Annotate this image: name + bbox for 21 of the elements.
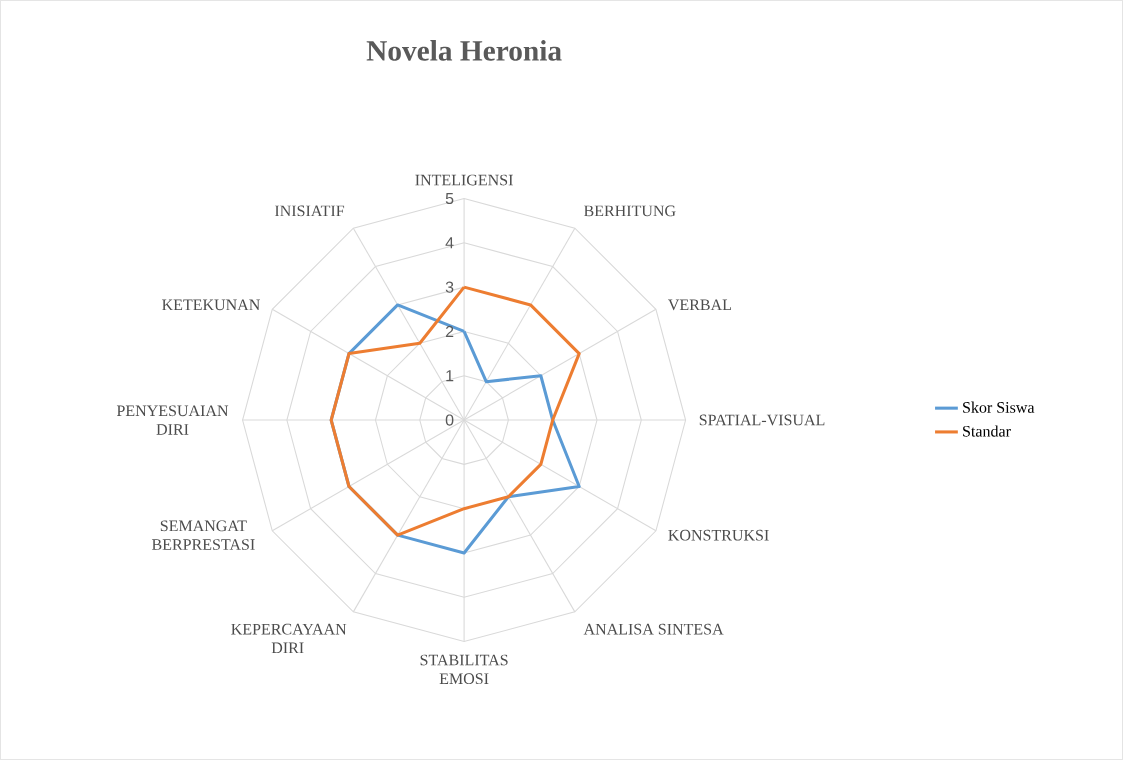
y-tick-label: 4 — [445, 237, 454, 249]
spoke-label: KONSTRUKSI — [668, 529, 769, 541]
y-tick-label: 5 — [445, 192, 454, 205]
spoke-label: KETEKUNAN — [162, 299, 260, 311]
y-tick-label: 0 — [445, 414, 454, 426]
legend-label: Skor Siswa — [963, 401, 1035, 413]
legend-label: Standar — [963, 425, 1011, 437]
spoke-label: ANALISA SINTESA — [583, 623, 724, 635]
spoke-label: PENYESUAIAN DIRI — [116, 405, 229, 435]
spoke-label: INISIATIF — [274, 205, 345, 217]
spoke-label: BERHITUNG — [584, 205, 676, 217]
y-tick-label: 1 — [446, 370, 454, 382]
y-tick-label: 2 — [445, 325, 454, 338]
spoke-label: SEMANGAT BERPRESTASI — [151, 520, 255, 550]
spoke-label: STABILITAS EMOSI — [420, 654, 508, 685]
spoke-label: INTELIGENSI — [415, 174, 513, 186]
spoke-label: VERBAL — [668, 299, 731, 311]
chart-title: Novela Heronia — [366, 40, 562, 61]
y-tick-label: 3 — [445, 281, 454, 293]
spoke-label: SPATIAL-VISUAL — [699, 414, 825, 426]
spoke-label: KEPERCAYAAN DIRI — [231, 623, 347, 654]
